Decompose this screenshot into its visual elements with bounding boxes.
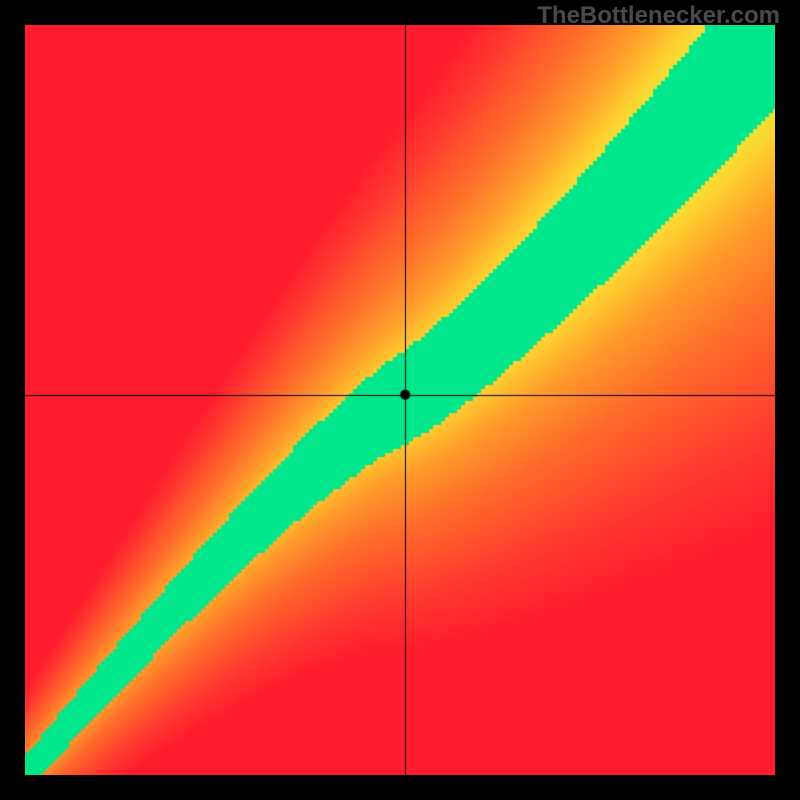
- plot-frame: [25, 25, 775, 775]
- watermark-text: TheBottlenecker.com: [537, 2, 780, 30]
